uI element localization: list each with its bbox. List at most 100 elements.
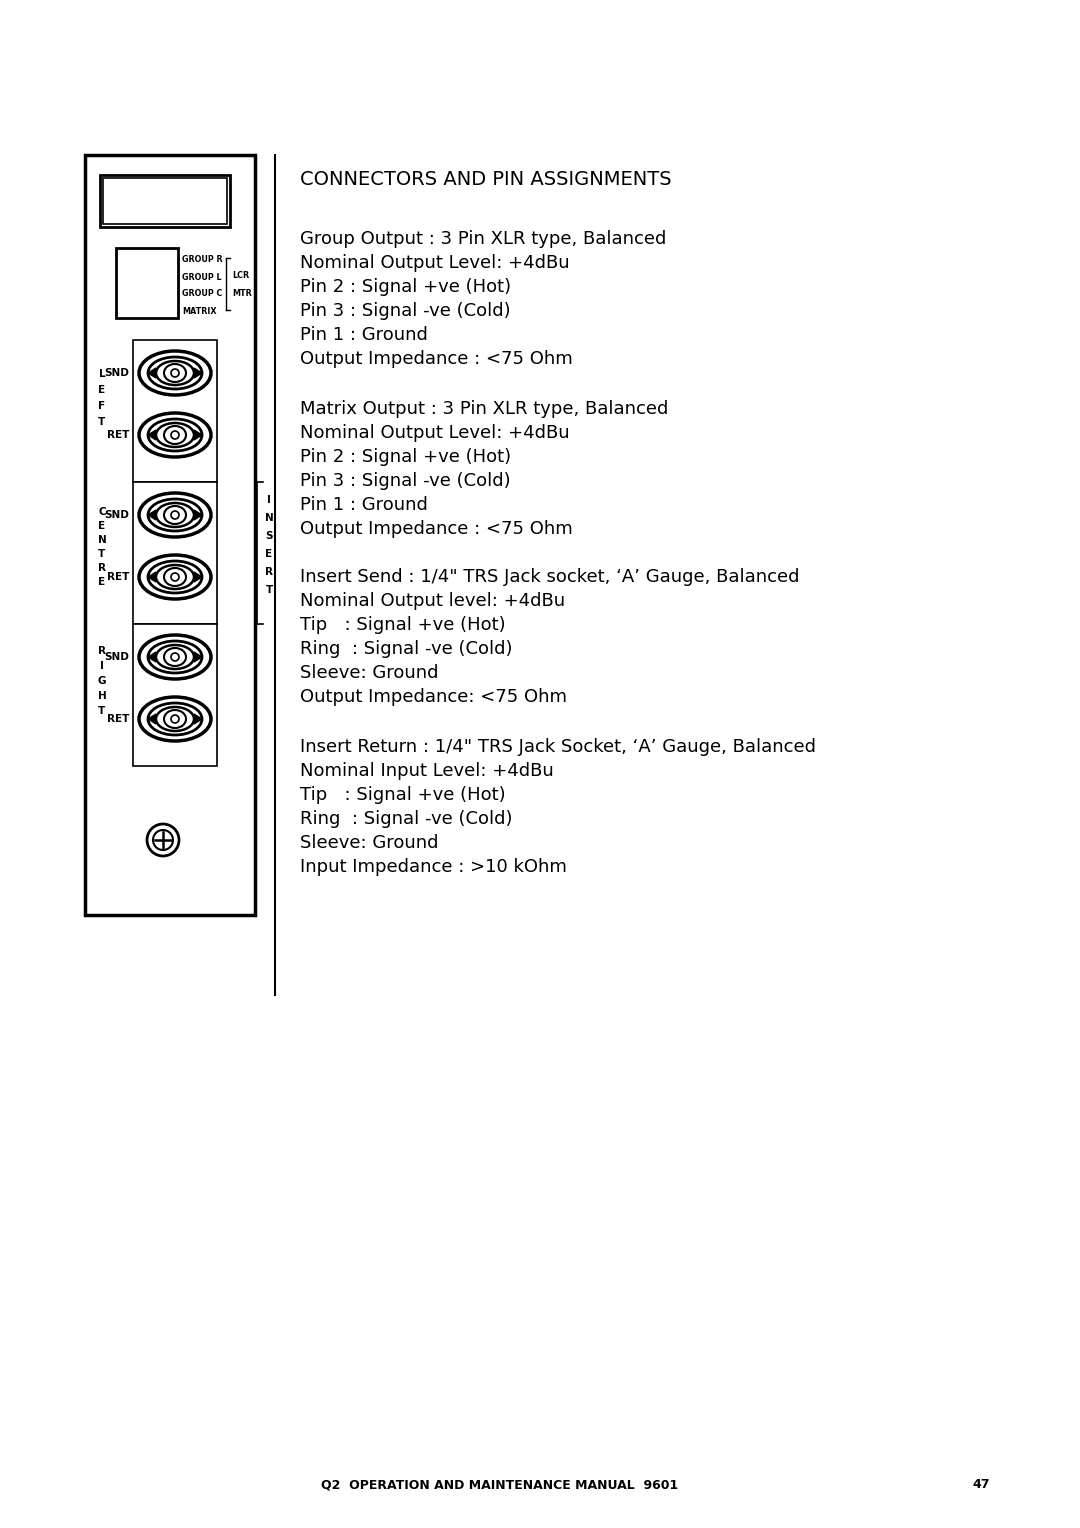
Ellipse shape [139,555,211,599]
Text: R: R [98,562,106,573]
Text: N: N [97,535,106,545]
Text: LCR: LCR [232,272,249,281]
Ellipse shape [164,711,186,727]
Text: Insert Send : 1/4" TRS Jack socket, ‘A’ Gauge, Balanced: Insert Send : 1/4" TRS Jack socket, ‘A’ … [300,568,799,587]
Text: Ring  : Signal -ve (Cold): Ring : Signal -ve (Cold) [300,810,513,828]
Polygon shape [194,429,202,440]
Text: MTR: MTR [232,289,252,298]
Text: E: E [98,578,106,587]
Text: Pin 2 : Signal +ve (Hot): Pin 2 : Signal +ve (Hot) [300,448,511,466]
Text: Group Output : 3 Pin XLR type, Balanced: Group Output : 3 Pin XLR type, Balanced [300,231,666,248]
Bar [100,176,230,228]
Ellipse shape [164,506,186,524]
Ellipse shape [148,642,202,672]
Polygon shape [148,652,156,662]
Text: I: I [100,662,104,671]
Bar [116,248,178,318]
Text: Nominal Output level: +4dBu: Nominal Output level: +4dBu [300,591,565,610]
Text: R: R [98,646,106,656]
Text: RET: RET [107,714,129,724]
Text: Output Impedance : <75 Ohm: Output Impedance : <75 Ohm [300,350,572,368]
Ellipse shape [148,358,202,390]
Text: R: R [265,567,273,578]
Ellipse shape [139,636,211,678]
Ellipse shape [148,419,202,451]
Polygon shape [194,714,202,724]
Ellipse shape [164,426,186,445]
Text: Nominal Output Level: +4dBu: Nominal Output Level: +4dBu [300,423,569,442]
Polygon shape [194,368,202,377]
Ellipse shape [148,561,202,593]
Circle shape [171,652,179,662]
Text: Input Impedance : >10 kOhm: Input Impedance : >10 kOhm [300,859,567,876]
Text: Nominal Input Level: +4dBu: Nominal Input Level: +4dBu [300,762,554,779]
Text: N: N [265,513,273,523]
Text: Pin 3 : Signal -ve (Cold): Pin 3 : Signal -ve (Cold) [300,303,511,319]
Text: H: H [97,691,106,701]
Text: GROUP C: GROUP C [183,289,222,298]
Text: C: C [98,507,106,516]
Bar [133,481,217,623]
Bar [133,623,217,766]
Ellipse shape [156,645,194,669]
Text: T: T [98,549,106,559]
Polygon shape [148,368,156,377]
Text: T: T [98,706,106,717]
Ellipse shape [156,361,194,385]
Text: Tip   : Signal +ve (Hot): Tip : Signal +ve (Hot) [300,785,505,804]
Polygon shape [194,571,202,582]
Text: Ring  : Signal -ve (Cold): Ring : Signal -ve (Cold) [300,640,513,659]
Bar [103,177,227,225]
Text: Output Impedance : <75 Ohm: Output Impedance : <75 Ohm [300,520,572,538]
Polygon shape [194,652,202,662]
Text: RET: RET [107,429,129,440]
Ellipse shape [139,351,211,396]
Text: S: S [266,532,273,541]
Text: G: G [98,675,106,686]
Polygon shape [148,429,156,440]
Ellipse shape [139,413,211,457]
Text: E: E [266,549,272,559]
Text: Insert Return : 1/4" TRS Jack Socket, ‘A’ Gauge, Balanced: Insert Return : 1/4" TRS Jack Socket, ‘A… [300,738,816,756]
Polygon shape [148,571,156,582]
Text: Pin 1 : Ground: Pin 1 : Ground [300,497,428,513]
Ellipse shape [139,697,211,741]
Text: Matrix Output : 3 Pin XLR type, Balanced: Matrix Output : 3 Pin XLR type, Balanced [300,400,669,419]
Text: RET: RET [107,571,129,582]
Ellipse shape [139,494,211,536]
Text: 47: 47 [972,1478,990,1491]
Text: Pin 2 : Signal +ve (Hot): Pin 2 : Signal +ve (Hot) [300,278,511,296]
Text: SND: SND [104,368,129,377]
Ellipse shape [156,565,194,588]
Text: SND: SND [104,652,129,662]
Text: SND: SND [104,510,129,520]
Polygon shape [194,510,202,520]
Circle shape [171,573,179,581]
Ellipse shape [156,423,194,448]
Ellipse shape [148,500,202,532]
Text: T: T [266,585,272,594]
Text: E: E [98,385,106,396]
Text: F: F [98,400,106,411]
Text: E: E [98,521,106,532]
Ellipse shape [148,703,202,735]
Bar [133,341,217,481]
Text: Pin 3 : Signal -ve (Cold): Pin 3 : Signal -ve (Cold) [300,472,511,490]
Circle shape [171,715,179,723]
Polygon shape [148,714,156,724]
Bar [85,154,255,915]
Text: T: T [98,417,106,426]
Text: CONNECTORS AND PIN ASSIGNMENTS: CONNECTORS AND PIN ASSIGNMENTS [300,170,672,189]
Text: I: I [267,495,271,504]
Polygon shape [148,510,156,520]
Ellipse shape [164,648,186,666]
Text: MATRIX: MATRIX [183,307,216,315]
Circle shape [171,510,179,520]
Ellipse shape [156,503,194,527]
Text: Pin 1 : Ground: Pin 1 : Ground [300,325,428,344]
Circle shape [171,368,179,377]
Text: Q2  OPERATION AND MAINTENANCE MANUAL  9601: Q2 OPERATION AND MAINTENANCE MANUAL 9601 [322,1478,678,1491]
Ellipse shape [164,364,186,382]
Text: Sleeve: Ground: Sleeve: Ground [300,834,438,853]
Text: Sleeve: Ground: Sleeve: Ground [300,665,438,681]
